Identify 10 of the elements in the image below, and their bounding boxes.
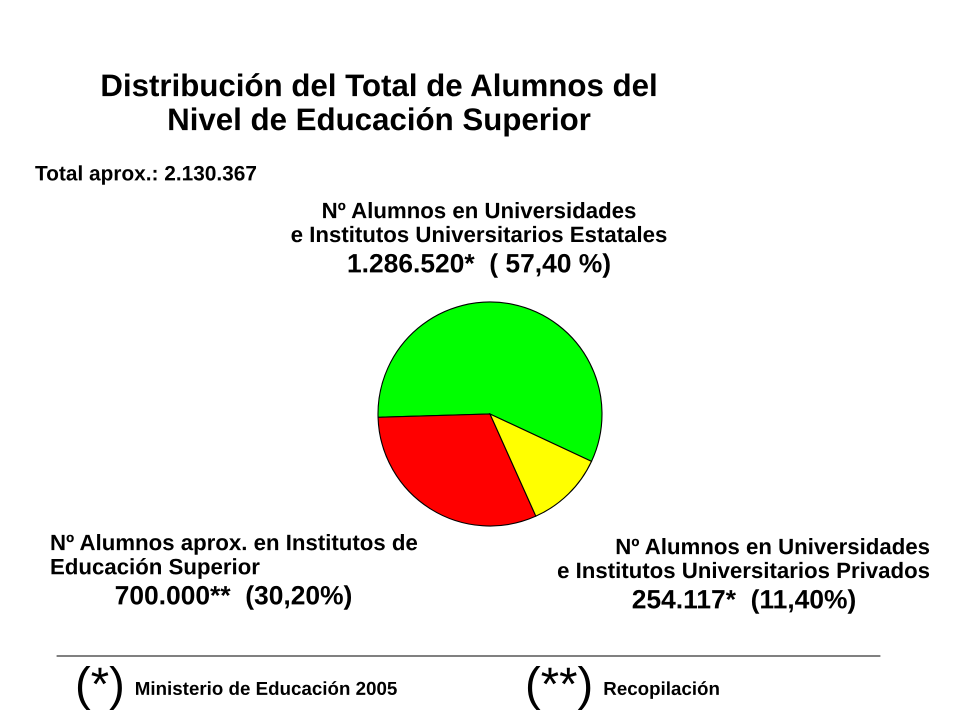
slice-label: Nº Alumnos aprox. en Institutos de Educación Superior	[51, 534, 418, 579]
data-label: 1.286.520* ( 57,40 %)	[348, 253, 610, 278]
text: (**) Recopilación	[528, 666, 719, 710]
data-label: 254.117* (11,40%)	[632, 589, 855, 614]
data-label: 700.000** (30,20%)	[116, 585, 352, 610]
text: (*) Ministerio de Educación 2005	[78, 666, 397, 710]
chart-title: Distribución del Total de Alumnos del Nivel de Educación Superior	[102, 73, 656, 137]
chart-subtitle: Total aprox.: 2.130.367	[35, 165, 256, 185]
slice-label: Nº Alumnos en Universidades e Institutos Universitarios Privados	[558, 538, 930, 578]
slice-label: Nº Alumnos en Universidades e Institutos Universitarios Estatales	[292, 202, 666, 242]
